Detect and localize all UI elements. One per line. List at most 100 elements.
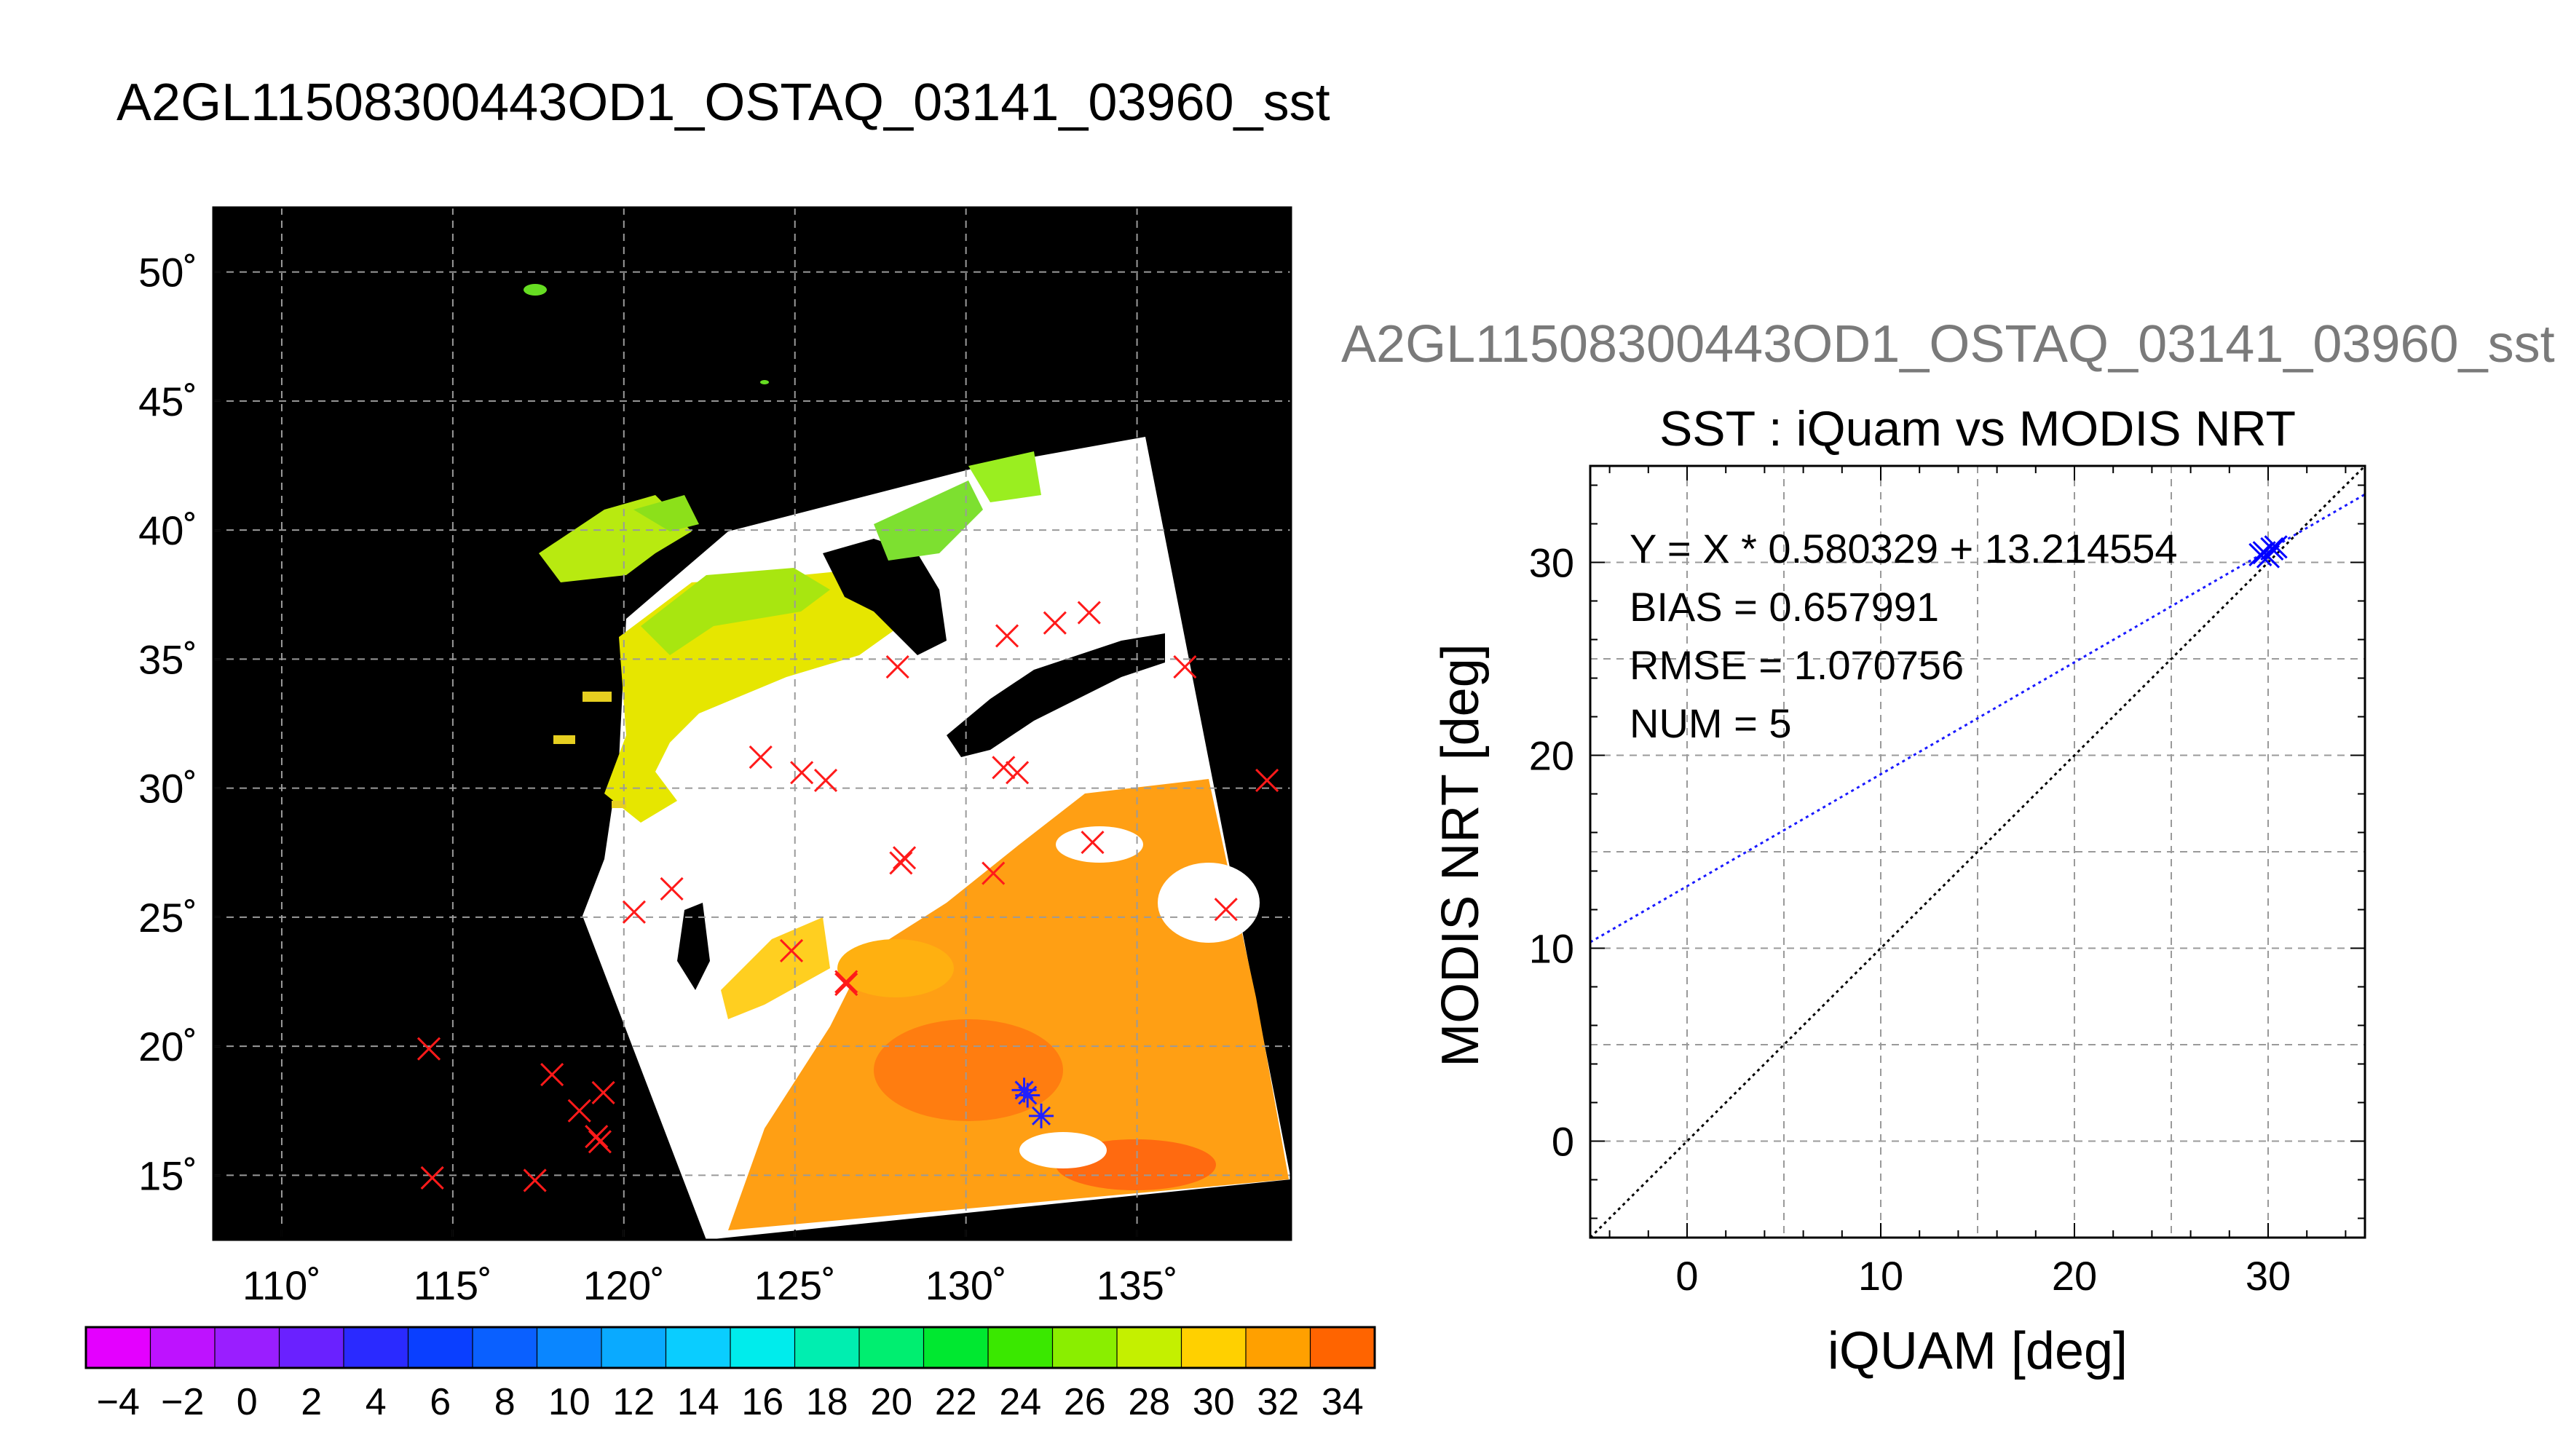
insitu-marker <box>893 846 917 870</box>
colorbar-cell <box>1117 1327 1182 1368</box>
insitu-marker <box>1255 768 1279 793</box>
cloud-patch <box>1019 1132 1107 1168</box>
insitu-marker-stroke <box>995 624 1019 648</box>
regression-line <box>1590 493 2365 943</box>
warm-patch <box>837 939 954 997</box>
scatter-point <box>2248 542 2272 566</box>
colorbar-cells <box>86 1327 1375 1368</box>
insitu-marker-stroke <box>416 1037 441 1061</box>
map-lat-tick-label: 25˚ <box>138 895 197 941</box>
insitu-marker-stroke <box>834 972 858 997</box>
matchup-marker <box>1029 1103 1054 1128</box>
colorbar-cell <box>923 1327 989 1368</box>
insitu-marker-stroke <box>749 745 773 769</box>
insitu-marker <box>585 1125 609 1149</box>
scatter-point <box>2256 545 2280 569</box>
coastal-sst <box>721 917 830 1019</box>
insitu-marker-stroke <box>1173 654 1197 679</box>
china-green-region <box>641 568 830 655</box>
colorbar-tick-label: 14 <box>677 1381 719 1423</box>
colorbar: −4 −2 0 2 4 6 8 10 12 14 16 18 20 22 24 26 28 30 32 34 <box>84 1326 1376 1423</box>
colorbar-cell <box>1052 1327 1118 1368</box>
scatter-title: SST : iQuam vs MODIS NRT <box>1659 401 2296 456</box>
insitu-marker <box>622 900 646 924</box>
insitu-marker-stroke <box>834 970 858 994</box>
scatter-lines <box>1590 466 2365 1238</box>
map-lat-tick-label: 20˚ <box>138 1024 197 1069</box>
colorbar-tick-label: 24 <box>999 1381 1041 1423</box>
matchup-marker <box>1015 1083 1040 1108</box>
map-frame <box>212 206 1292 1241</box>
insitu-marker-stroke <box>779 938 804 963</box>
colorbar-tick-label: 2 <box>301 1381 322 1423</box>
small-sst-patch <box>760 380 769 384</box>
small-sst-patch <box>524 284 547 296</box>
scatter-point-stroke <box>2260 537 2284 561</box>
insitu-marker-stroke <box>523 1168 547 1192</box>
scatter-point <box>2260 537 2284 561</box>
scatter-x-tick-label: 0 <box>1675 1253 1698 1299</box>
taiwan-land <box>677 903 710 990</box>
colorbar-tick-label: 34 <box>1322 1381 1364 1423</box>
colorbar-cell <box>601 1327 666 1368</box>
insitu-marker <box>885 654 909 679</box>
scatter-point-stroke <box>2256 545 2280 569</box>
colorbar-labels: −4 −2 0 2 4 6 8 10 12 14 16 18 20 22 24 26 28 30 32 34 <box>97 1381 1364 1423</box>
insitu-marker-stroke <box>813 768 838 793</box>
colorbar-cell <box>730 1327 795 1368</box>
scatter-x-tick-label: 30 <box>2246 1253 2291 1299</box>
insitu-marker-stroke <box>540 1063 564 1087</box>
insitu-marker-stroke <box>889 851 913 875</box>
scatter-annotations: Y = X * 0.580329 + 13.214554 BIAS = 0.65… <box>1630 526 2178 746</box>
insitu-marker-stroke <box>585 1125 609 1149</box>
map-lon-tick-label: 110˚ <box>242 1262 321 1308</box>
insitu-marker-stroke <box>1255 768 1279 793</box>
map-lon-tick-label: 135˚ <box>1097 1262 1178 1308</box>
insitu-marker-stroke <box>1214 898 1238 922</box>
bias-label: BIAS = 0.657991 <box>1630 584 1939 630</box>
insitu-marker-stroke <box>567 1099 591 1123</box>
insitu-marker <box>660 877 684 901</box>
insitu-marker <box>416 1037 441 1061</box>
east-sea-green <box>874 480 983 561</box>
colorbar-tick-label: 16 <box>741 1381 783 1423</box>
insitu-marker <box>749 745 773 769</box>
scatter-points <box>2248 535 2288 569</box>
sst-map: 110˚ 115˚ 120˚ 125˚ 130˚ 135˚ 15˚ 20˚ 25˚ 30˚ 35˚ 4… <box>138 206 1292 1308</box>
colorbar-tick-label: 6 <box>430 1381 451 1423</box>
insitu-marker <box>982 861 1006 885</box>
land-patch <box>612 801 626 808</box>
insitu-marker-stroke <box>1043 611 1067 635</box>
insitu-marker <box>1173 654 1197 679</box>
figure-title: A2GL11508300443OD1_OSTAQ_03141_03960_sst <box>117 74 1330 132</box>
insitu-marker-stroke <box>622 900 646 924</box>
map-lat-tick-label: 45˚ <box>138 379 197 424</box>
colorbar-cell <box>215 1327 280 1368</box>
num-label: NUM = 5 <box>1630 700 1792 746</box>
map-markers <box>416 601 1279 1192</box>
fit-equation: Y = X * 0.580329 + 13.214554 <box>1630 526 2178 571</box>
overlay-title: A2GL11508300443OD1_OSTAQ_03141_03960_sst <box>1341 315 2555 373</box>
insitu-marker-stroke <box>790 761 814 785</box>
colorbar-cell <box>537 1327 602 1368</box>
insitu-marker-stroke <box>982 861 1006 885</box>
insitu-marker-stroke <box>893 846 917 870</box>
cloud-patch <box>1056 826 1143 863</box>
map-lat-tick-label: 30˚ <box>138 766 197 812</box>
east-sea-green-2 <box>968 451 1041 502</box>
colorbar-cell <box>859 1327 924 1368</box>
scatter-plot: SST : iQuam vs MODIS NRT 0 10 20 300102030 … <box>1431 401 2366 1380</box>
scatter-frame <box>1589 464 2366 1239</box>
colorbar-tick-label: 28 <box>1128 1381 1170 1423</box>
insitu-marker-stroke <box>660 877 684 901</box>
map-lon-tick-label: 120˚ <box>583 1262 665 1308</box>
korea-land <box>823 539 947 655</box>
colorbar-tick-label: −4 <box>97 1381 140 1423</box>
colorbar-tick-label: 4 <box>366 1381 387 1423</box>
scatter-ticks: 0 10 20 30 0 10 20 30 <box>1529 466 2365 1299</box>
colorbar-tick-label: 30 <box>1193 1381 1235 1423</box>
insitu-marker <box>813 768 838 793</box>
insitu-marker-stroke <box>591 1080 615 1104</box>
insitu-marker <box>588 1130 612 1154</box>
insitu-marker <box>790 761 814 785</box>
